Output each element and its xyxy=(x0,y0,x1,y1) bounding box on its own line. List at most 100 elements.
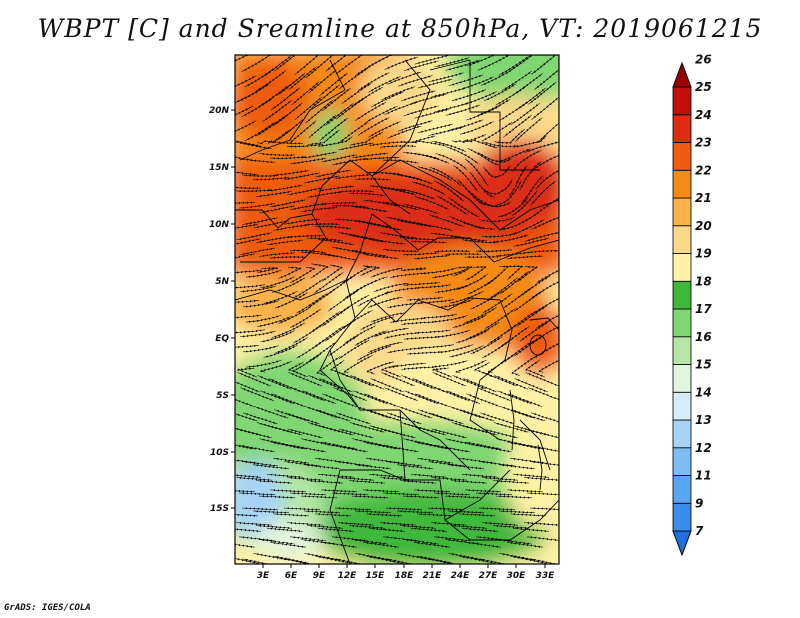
streamline xyxy=(410,240,448,244)
streamline xyxy=(257,266,279,274)
streamline xyxy=(331,492,369,496)
streamline xyxy=(428,558,462,564)
colorbar-label: 23 xyxy=(695,136,712,150)
colorbar-segment xyxy=(672,447,692,476)
streamline xyxy=(287,143,323,148)
streamline xyxy=(508,393,543,407)
lat-label: 5N xyxy=(215,277,229,287)
streamline xyxy=(403,252,440,256)
streamline xyxy=(321,541,357,548)
grads-credit: GrADS: IGES/COLA xyxy=(4,603,91,613)
streamline xyxy=(434,444,470,453)
chart-title: WBPT [C] and Sreamline at 850hPa, VT: 20… xyxy=(37,14,763,43)
lon-label: 33E xyxy=(536,571,556,581)
streamline xyxy=(341,310,373,329)
lake-malawi xyxy=(537,444,543,491)
streamline xyxy=(433,249,471,253)
streamline xyxy=(428,412,464,424)
longitude-axis: 3E 6E 9E 12E 15E 18E 21E 24E 27E 30E 33E xyxy=(257,564,555,581)
streamline xyxy=(386,412,422,424)
streamline xyxy=(241,174,279,178)
streamline xyxy=(383,248,419,253)
streamline xyxy=(242,412,278,424)
streamline xyxy=(235,344,259,349)
streamline xyxy=(397,174,433,185)
streamline xyxy=(527,536,559,542)
streamline xyxy=(444,495,482,499)
streamline xyxy=(235,542,255,548)
streamline xyxy=(335,55,364,75)
lon-label: 3E xyxy=(257,571,270,581)
streamline xyxy=(354,510,392,514)
streamline xyxy=(235,521,273,527)
streamline xyxy=(482,428,518,439)
streamline xyxy=(383,444,419,453)
streamline xyxy=(332,157,368,166)
streamline xyxy=(239,202,275,209)
colorbar-segment xyxy=(672,530,692,557)
lon-label: 12E xyxy=(338,571,358,581)
lon-label: 30E xyxy=(507,571,527,581)
streamline xyxy=(366,222,402,231)
streamline xyxy=(307,191,343,198)
streamline xyxy=(396,510,434,514)
streamline xyxy=(492,479,530,484)
streamline xyxy=(381,86,416,101)
streamline xyxy=(290,202,326,210)
colorbar-label: 19 xyxy=(695,247,712,261)
streamline xyxy=(354,177,392,181)
streamline xyxy=(236,476,273,482)
colorbar-segment xyxy=(672,391,692,421)
lat-label: EQ xyxy=(215,334,229,344)
colorbar-label: 12 xyxy=(695,441,712,455)
streamline xyxy=(465,541,501,548)
streamline xyxy=(363,541,399,548)
streamlines xyxy=(235,55,559,564)
streamline xyxy=(235,223,258,230)
streamline xyxy=(364,393,399,407)
colorbar-label: 7 xyxy=(695,524,704,538)
streamline xyxy=(238,492,276,496)
streamline xyxy=(235,55,252,63)
colorbar-label: 20 xyxy=(695,219,712,233)
streamline xyxy=(365,513,403,517)
streamline xyxy=(512,150,542,172)
streamline xyxy=(406,351,443,355)
streamline xyxy=(406,296,443,301)
streamline xyxy=(482,141,518,148)
field-patch xyxy=(235,275,335,335)
streamline xyxy=(267,527,303,533)
streamline xyxy=(379,521,417,527)
streamline xyxy=(523,521,559,527)
streamline xyxy=(478,507,516,511)
streamline xyxy=(239,444,275,453)
colorbar-label: 16 xyxy=(695,330,712,344)
streamline xyxy=(390,317,426,323)
streamline xyxy=(272,513,310,517)
streamline xyxy=(352,152,388,159)
streamline xyxy=(349,192,385,197)
streamline xyxy=(433,492,471,496)
streamline xyxy=(479,558,513,564)
colorbar-segment xyxy=(672,308,692,338)
streamline xyxy=(256,235,292,243)
streamline xyxy=(390,362,426,368)
streamline xyxy=(411,527,447,533)
streamline xyxy=(530,197,559,219)
lon-label: 6E xyxy=(285,571,298,581)
streamline xyxy=(380,428,416,439)
streamline xyxy=(414,541,450,548)
streamline xyxy=(383,159,419,164)
streamline xyxy=(258,495,296,499)
streamline xyxy=(348,479,386,484)
streamline xyxy=(369,238,405,245)
streamline xyxy=(373,327,409,338)
streamline xyxy=(338,428,374,439)
streamline xyxy=(401,366,438,371)
streamline xyxy=(369,527,405,533)
streamline xyxy=(235,489,256,493)
streamline xyxy=(260,360,292,373)
streamline xyxy=(363,156,399,161)
streamline xyxy=(530,558,559,564)
colorbar-label: 17 xyxy=(695,302,712,316)
